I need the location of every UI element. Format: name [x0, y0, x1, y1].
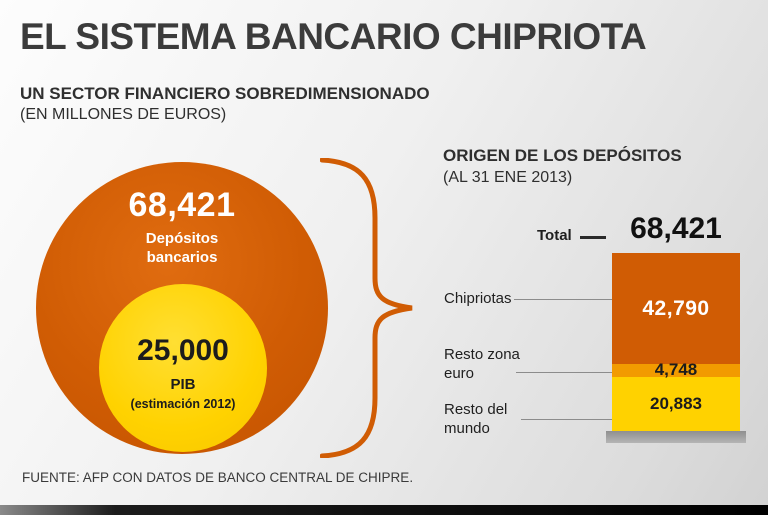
leader-line-resto-zona-euro [516, 372, 612, 373]
pib-circle: 25,000 PIB (estimación 2012) [99, 284, 267, 452]
deposits-label: Depósitos bancarios [145, 230, 219, 266]
deposits-value: 68,421 [128, 186, 236, 224]
label-chipriotas: Chipriotas [444, 290, 512, 307]
total-label: Total [537, 227, 572, 244]
bottom-bar [0, 505, 768, 515]
deposits-origin-subtitle: (AL 31 ENE 2013) [443, 169, 573, 186]
leader-line-chipriotas [514, 299, 612, 300]
bar-segment-resto-del-mundo: 20,883 [612, 376, 740, 431]
total-value: 68,421 [630, 212, 722, 245]
bar-pedestal [606, 431, 746, 443]
bar-segment-value: 4,748 [654, 360, 698, 380]
page-subtitle: UN SECTOR FINANCIERO SOBREDIMENSIONADO [20, 84, 430, 103]
brace-icon [320, 158, 413, 458]
pib-sublabel: (estimación 2012) [130, 397, 236, 411]
bar-segment-chipriotas: 42,790 [612, 253, 740, 365]
label-resto-zona-euro: Resto zona euro [444, 346, 520, 382]
page-title: EL SISTEMA BANCARIO CHIPRIOTA [20, 16, 647, 57]
unit-note: (EN MILLONES DE EUROS) [20, 106, 227, 123]
pib-value: 25,000 [137, 334, 229, 367]
pib-label: PIB [170, 376, 196, 393]
label-resto-del-mundo: Resto del mundo [444, 401, 508, 437]
bar-segment-resto-zona-euro: 4,748 [612, 360, 740, 379]
deposits-origin-title: ORIGEN DE LOS DEPÓSITOS [443, 146, 682, 165]
bar-segment-value: 20,883 [650, 393, 702, 413]
stacked-bar: 42,790 4,748 20,883 [612, 253, 740, 431]
source-note: FUENTE: AFP CON DATOS DE BANCO CENTRAL D… [22, 470, 414, 485]
bar-segment-value: 42,790 [642, 296, 710, 320]
leader-line-resto-del-mundo [521, 419, 612, 420]
total-dash-line [580, 236, 606, 239]
